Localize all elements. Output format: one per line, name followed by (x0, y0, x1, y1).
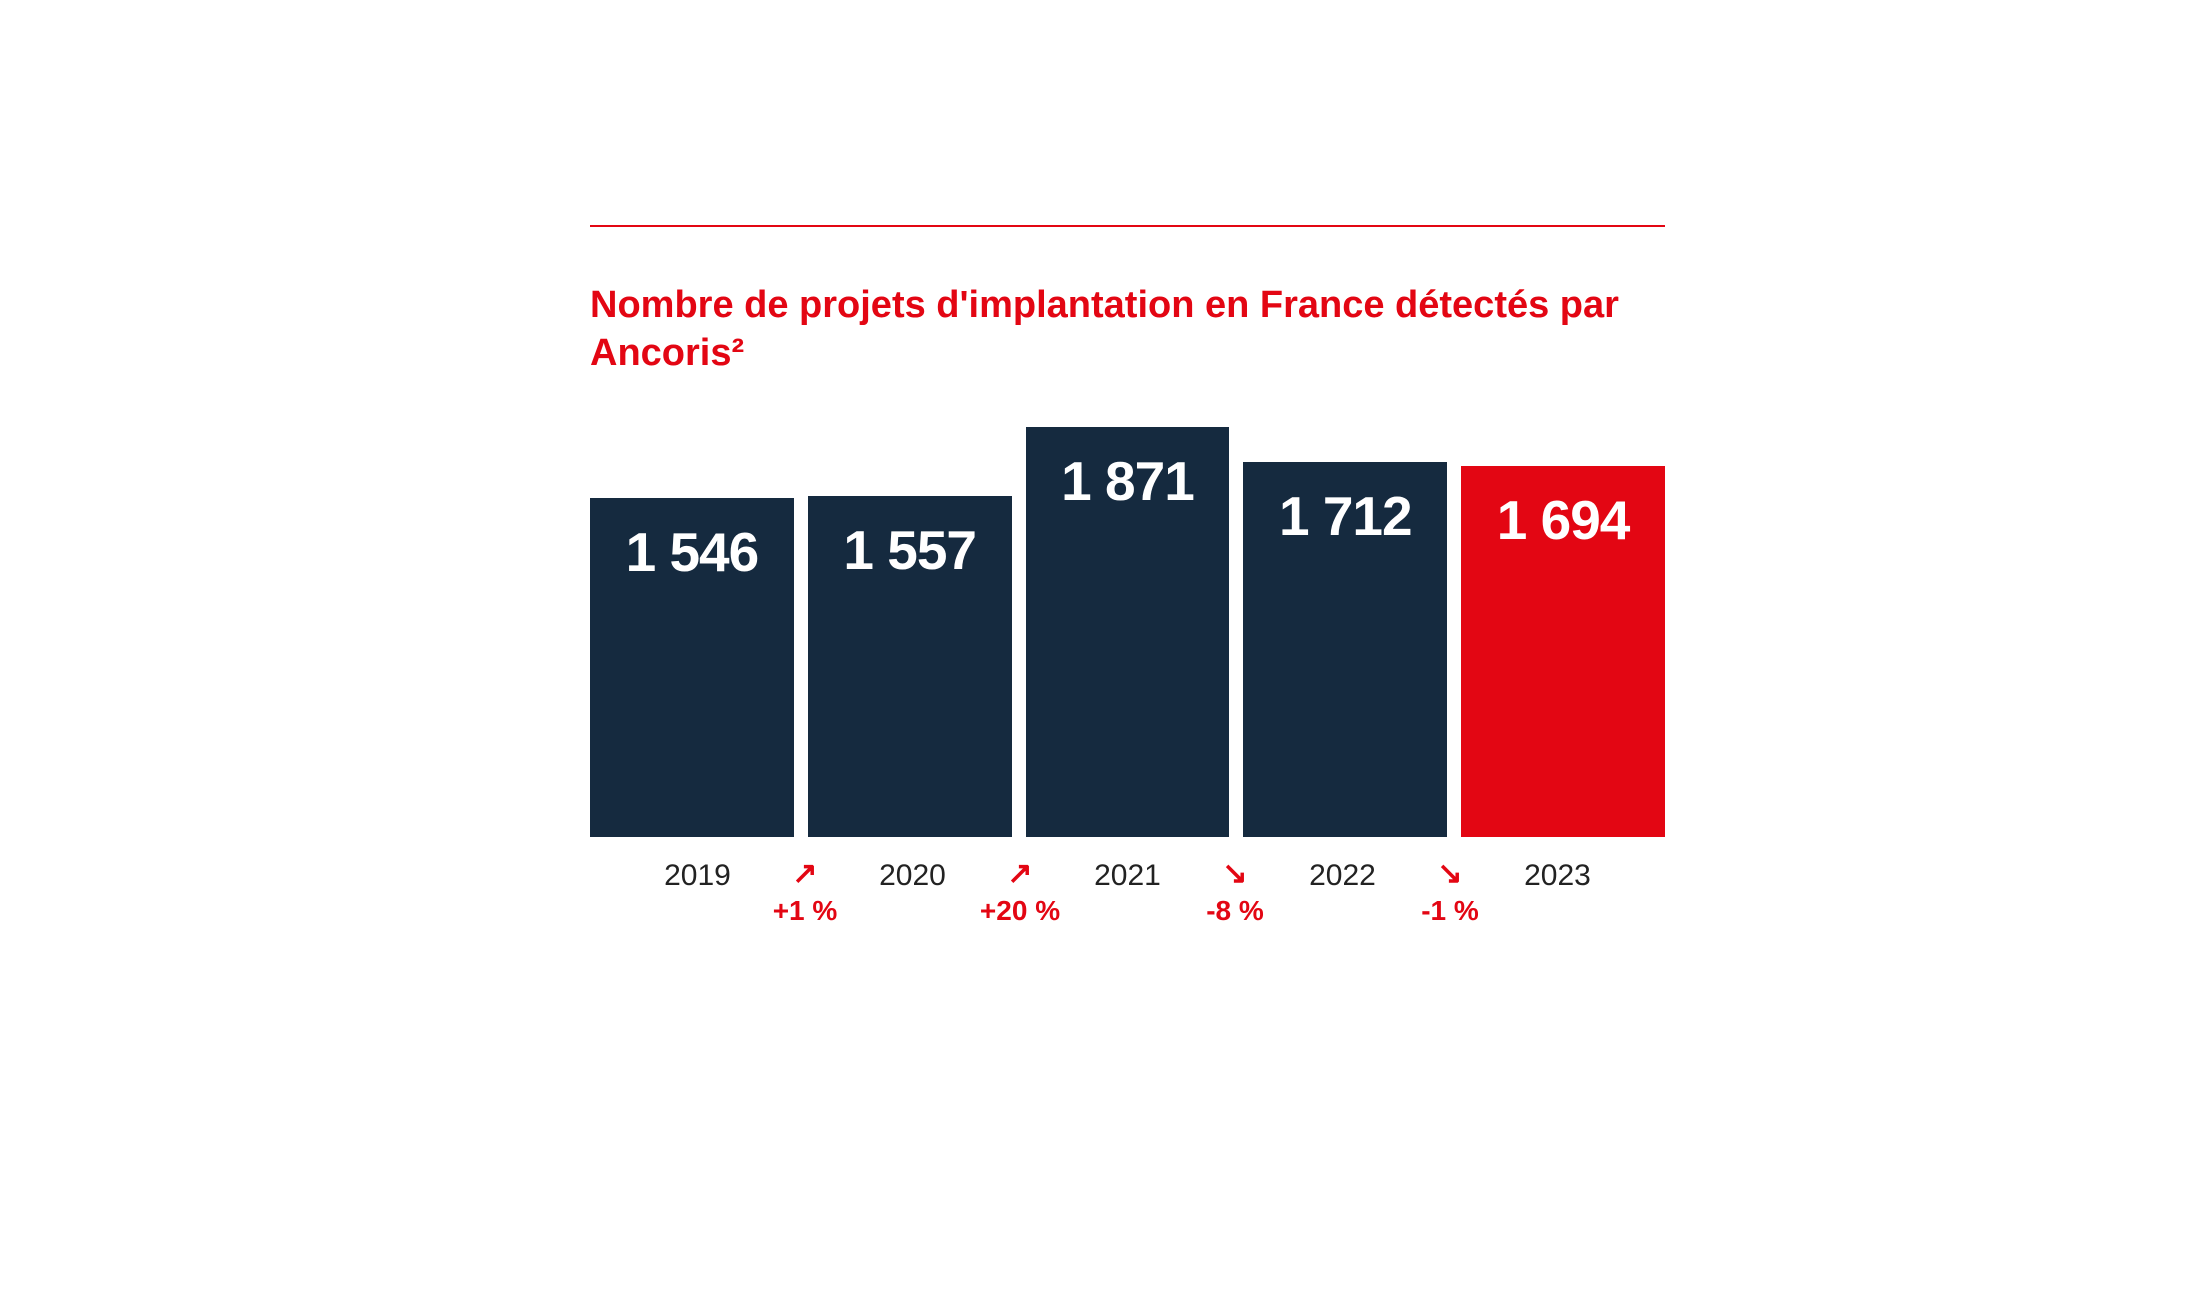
year-label: 2019 (664, 859, 731, 893)
year-label: 2023 (1524, 859, 1591, 893)
bars-row: 1 546 1 557 1 871 1 712 1 694 (590, 427, 1665, 837)
bar-value: 1 871 (1061, 427, 1194, 513)
bar: 1 546 (590, 498, 794, 837)
year-label: 2020 (879, 859, 946, 893)
chart-title: Nombre de projets d'implantation en Fran… (590, 282, 1665, 377)
arrow-up-icon: ↗ (773, 859, 838, 889)
labels-row: 2019 2020 2021 2022 2023 ↗ +1 % ↗ +20 % ↘ -8 % ↘ -1 … (590, 859, 1665, 949)
delta-indicator: ↘ -8 % (1206, 859, 1264, 927)
title-rule (590, 225, 1665, 227)
year-label: 2021 (1094, 859, 1161, 893)
delta-text: +20 % (980, 895, 1060, 927)
bar-value: 1 546 (626, 498, 759, 584)
bar: 1 871 (1026, 427, 1230, 837)
delta-text: +1 % (773, 895, 838, 927)
bars-area: 1 546 1 557 1 871 1 712 1 694 2019 2020 2021 20… (590, 427, 1665, 949)
delta-indicator: ↗ +20 % (980, 859, 1060, 927)
bar: 1 557 (808, 496, 1012, 837)
bar-value: 1 712 (1279, 462, 1412, 548)
delta-text: -1 % (1421, 895, 1479, 927)
bar-value: 1 694 (1497, 466, 1630, 552)
arrow-down-icon: ↘ (1206, 859, 1264, 889)
delta-indicator: ↘ -1 % (1421, 859, 1479, 927)
year-label: 2022 (1309, 859, 1376, 893)
arrow-down-icon: ↘ (1421, 859, 1479, 889)
delta-indicator: ↗ +1 % (773, 859, 838, 927)
bar: 1 712 (1243, 462, 1447, 837)
bar-chart: Nombre de projets d'implantation en Fran… (590, 225, 1665, 949)
arrow-up-icon: ↗ (980, 859, 1060, 889)
delta-text: -8 % (1206, 895, 1264, 927)
bar-value: 1 557 (843, 496, 976, 582)
bar: 1 694 (1461, 466, 1665, 837)
